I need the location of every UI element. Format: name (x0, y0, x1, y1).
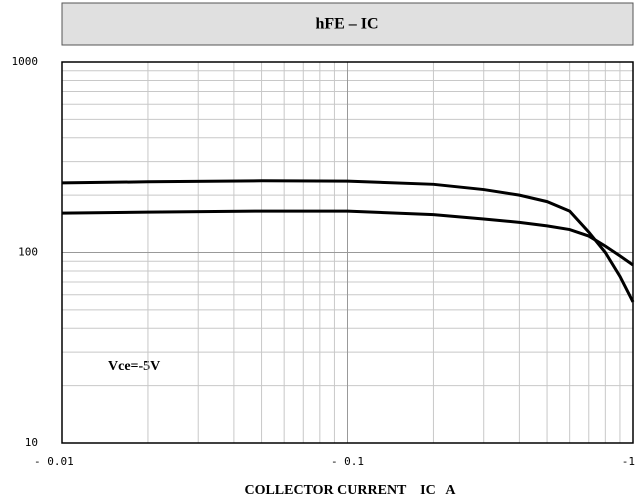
series-line (61, 209, 634, 267)
x-axis-label: COLLECTOR CURRENT IC A (244, 483, 456, 498)
y-tick-label: 100 (18, 246, 38, 259)
series-line (61, 179, 635, 303)
x-tick-label: -1 (622, 455, 635, 468)
plot-frame (61, 61, 634, 444)
title-box (61, 2, 634, 46)
y-tick-label: 10 (25, 436, 38, 449)
chart-title: hFE – IC (315, 16, 378, 33)
y-tick-label: 1000 (12, 55, 39, 68)
annotation: Vce=-5V (108, 359, 160, 374)
x-tick-label: - 0.01 (34, 455, 74, 468)
x-tick-label: - 0.1 (331, 455, 364, 468)
